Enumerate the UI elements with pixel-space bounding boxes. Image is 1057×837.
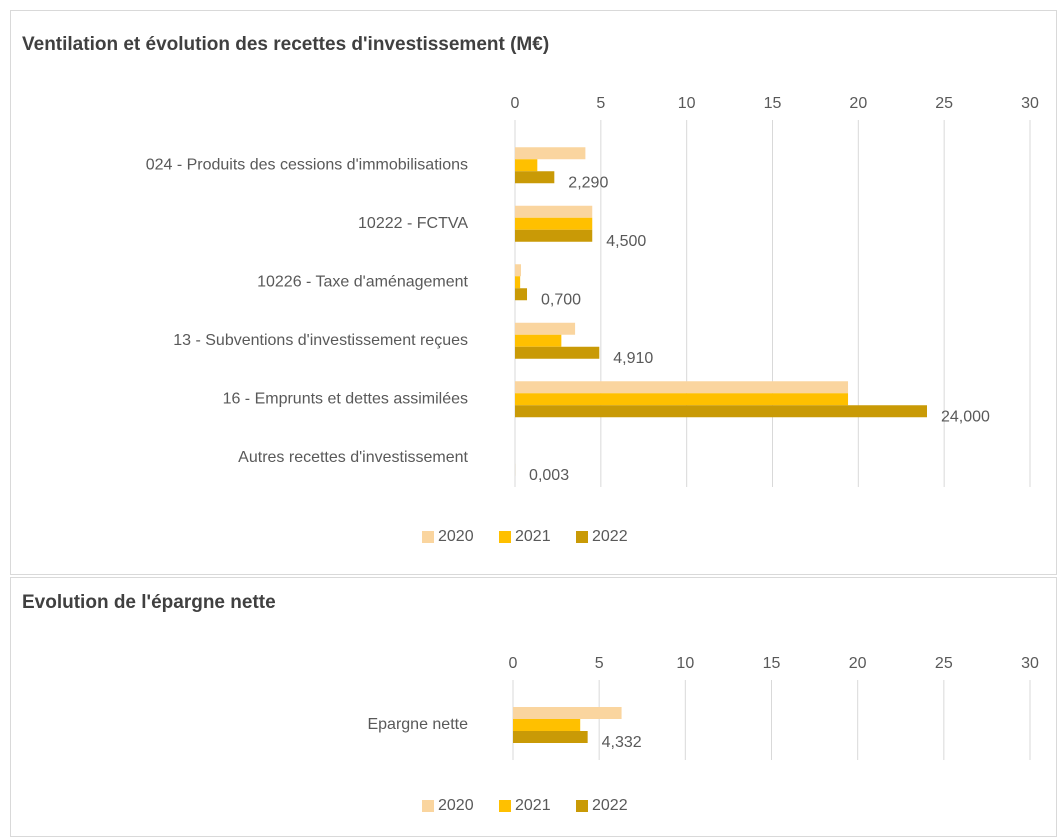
bar [513,707,622,719]
bar [515,276,521,289]
bar [515,264,522,277]
legend-label: 2021 [515,528,551,545]
chart-frame [10,10,1057,575]
x-tick-label: 10 [676,655,694,672]
bar [515,229,593,242]
legend-swatch [499,800,511,812]
x-tick-label: 20 [849,655,867,672]
x-tick-label: 15 [763,655,781,672]
bar [515,405,927,418]
x-tick-label: 15 [764,95,782,112]
category-label: 13 - Subventions d'investissement reçues [173,332,468,349]
legend-label: 2022 [592,528,628,545]
bar [515,147,586,160]
legend-label: 2021 [515,797,551,814]
legend-label: 2020 [438,528,474,545]
bar [515,346,600,359]
bar [515,217,593,230]
x-tick-label: 0 [509,655,518,672]
bar [515,334,562,347]
bar [515,381,849,394]
data-label: 24,000 [941,408,990,425]
legend-swatch [422,531,434,543]
data-label: 4,332 [602,734,642,751]
bar [513,719,581,731]
legend-swatch [576,800,588,812]
data-label: 4,500 [606,233,646,250]
legend-swatch [422,800,434,812]
x-tick-label: 25 [935,655,953,672]
bar [515,205,593,218]
legend-swatch [576,531,588,543]
category-label: 10226 - Taxe d'aménagement [257,273,468,290]
chart-title: Ventilation et évolution des recettes d'… [22,34,549,55]
bar [515,288,528,301]
data-label: 0,700 [541,291,581,308]
category-label: Autres recettes d'investissement [238,449,468,466]
data-label: 0,003 [529,467,569,484]
bar [515,171,555,184]
bar [515,159,538,172]
category-label: 024 - Produits des cessions d'immobilisa… [146,156,468,173]
chart-title: Evolution de l'épargne nette [22,592,276,613]
category-label: Epargne nette [367,716,468,733]
category-label: 16 - Emprunts et dettes assimilées [223,390,468,407]
x-tick-label: 0 [511,95,520,112]
data-label: 4,910 [613,350,653,367]
legend-swatch [499,531,511,543]
category-label: 10222 - FCTVA [358,215,468,232]
x-tick-label: 30 [1021,655,1039,672]
x-tick-label: 20 [849,95,867,112]
legend-label: 2020 [438,797,474,814]
bar [515,393,849,406]
x-tick-label: 5 [595,655,604,672]
bar [513,731,588,743]
data-label: 2,290 [568,174,608,191]
legend-label: 2022 [592,797,628,814]
x-tick-label: 10 [678,95,696,112]
x-tick-label: 5 [596,95,605,112]
x-tick-label: 30 [1021,95,1039,112]
x-tick-label: 25 [935,95,953,112]
bar [515,322,576,335]
